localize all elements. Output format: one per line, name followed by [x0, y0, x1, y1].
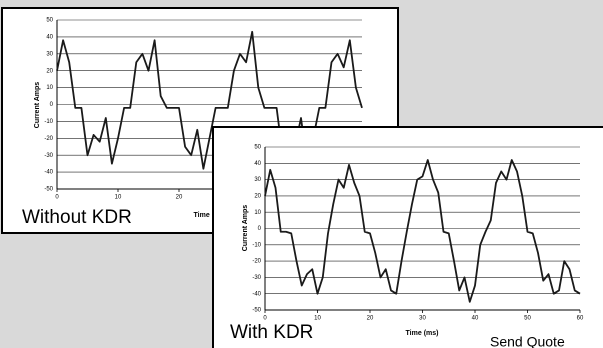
y-axis-title: Current Amps: [242, 205, 249, 252]
y-tick-label: 50: [254, 145, 261, 151]
chart-caption: With KDR: [230, 322, 313, 343]
y-tick-label: 40: [254, 161, 261, 167]
waveform: [264, 159, 581, 303]
x-tick-label: 0: [263, 316, 267, 322]
x-tick-label: 10: [115, 195, 122, 201]
x-tick-label: 40: [472, 316, 479, 322]
chart-panel: -50 -40 -30 -20 -10 0 10 20 30 40 50 0 10 20 30 40 50 60 T…: [212, 126, 603, 348]
y-tick-label: 20: [254, 193, 261, 199]
y-tick-label: 10: [46, 85, 53, 91]
y-tick-label: -50: [252, 308, 261, 314]
chart-panel: -50 -40 -30 -20 -10 0 10 20 30 40 50 0 10 20 30 40 50 Tim…: [1, 7, 399, 234]
y-tick-label: -10: [44, 119, 53, 125]
y-tick-label: 30: [254, 177, 261, 183]
y-tick-label: -20: [44, 136, 53, 142]
panel-frame: [212, 126, 603, 348]
y-tick-label: -40: [44, 170, 53, 176]
send-quote-button[interactable]: Send Quote: [490, 334, 565, 348]
y-tick-label: 50: [46, 18, 53, 24]
y-tick-label: 20: [46, 68, 53, 74]
y-axis-title: Current Amps: [34, 82, 41, 129]
x-tick-label: 0: [55, 195, 59, 201]
y-tick-label: -50: [44, 187, 53, 193]
y-tick-label: -10: [252, 242, 261, 248]
x-axis-title: Time (ms): [194, 212, 227, 219]
x-tick-label: 10: [314, 316, 321, 322]
y-tick-label: -30: [44, 153, 53, 159]
y-tick-label: 30: [46, 51, 53, 57]
y-tick-label: 10: [254, 210, 261, 216]
y-tick-label: 0: [50, 102, 54, 108]
x-axis-title: Time (ms): [406, 330, 439, 337]
x-tick-label: 20: [367, 316, 374, 322]
x-tick-label: 30: [419, 316, 426, 322]
y-tick-label: -40: [252, 291, 261, 297]
x-tick-label: 60: [577, 316, 584, 322]
y-tick-label: 40: [46, 34, 53, 40]
x-tick-label: 50: [524, 316, 531, 322]
x-tick-label: 20: [176, 195, 183, 201]
y-tick-label: -20: [252, 259, 261, 265]
y-tick-label: -30: [252, 275, 261, 281]
chart-caption: Without KDR: [22, 207, 132, 228]
y-tick-label: 0: [258, 226, 262, 232]
